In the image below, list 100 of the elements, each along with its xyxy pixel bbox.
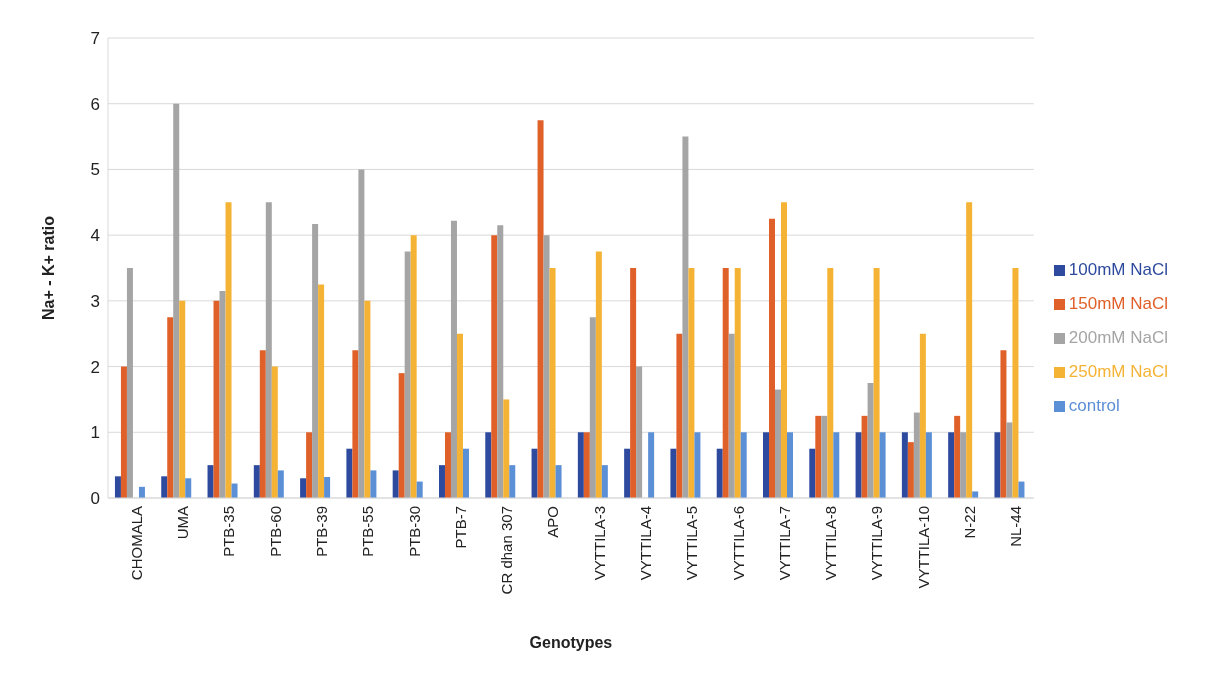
bar xyxy=(537,120,544,498)
bar xyxy=(277,470,284,498)
bar xyxy=(595,251,602,498)
bar xyxy=(948,432,955,498)
bar xyxy=(549,268,556,498)
bar xyxy=(161,476,168,498)
bar xyxy=(259,350,266,498)
bar xyxy=(392,470,399,498)
legend-label: control xyxy=(1068,396,1120,415)
bar xyxy=(960,432,967,498)
legend-label: 150mM NaCl xyxy=(1068,294,1168,313)
y-tick-label: 1 xyxy=(90,423,100,443)
bar xyxy=(901,432,908,498)
y-tick-label: 7 xyxy=(90,29,100,49)
bar xyxy=(444,432,451,498)
bar xyxy=(352,350,359,498)
x-tick-label: APO xyxy=(544,506,562,538)
bar xyxy=(636,366,643,498)
bar xyxy=(873,268,880,498)
x-tick-label: VYTTILA-9 xyxy=(868,506,886,581)
y-tick-label: 4 xyxy=(90,226,100,246)
bar xyxy=(1018,481,1025,498)
bar xyxy=(318,284,325,498)
x-tick-label: PTB-39 xyxy=(312,506,330,557)
bar xyxy=(126,268,133,498)
bar xyxy=(827,268,834,498)
x-tick-label: VYTTILA-8 xyxy=(822,506,840,581)
bar xyxy=(630,268,637,498)
bar xyxy=(601,465,608,498)
bar xyxy=(231,483,238,498)
bar xyxy=(577,432,584,498)
x-tick-label: UMA xyxy=(174,506,192,540)
bar xyxy=(114,476,121,498)
x-tick-label: VYTTILA-5 xyxy=(683,506,701,581)
bar xyxy=(589,317,596,498)
x-tick-label: N-22 xyxy=(961,506,979,539)
y-tick-label: 2 xyxy=(90,357,100,377)
bar xyxy=(509,465,516,498)
bar xyxy=(781,202,787,498)
bar xyxy=(722,268,729,498)
bar xyxy=(300,478,307,498)
bar xyxy=(138,486,145,498)
legend-label: 200mM NaCl xyxy=(1068,328,1168,347)
x-axis-title: Genotypes xyxy=(529,634,613,651)
bar xyxy=(462,448,469,498)
y-tick-label: 0 xyxy=(90,489,100,509)
bar xyxy=(907,442,914,498)
bar xyxy=(763,432,769,498)
bar xyxy=(925,432,932,498)
bar xyxy=(648,432,655,498)
x-tick-label: PTB-7 xyxy=(451,506,469,549)
y-axis-title: Na+ - K+ ratio xyxy=(39,215,57,321)
bar xyxy=(775,389,781,498)
bar xyxy=(769,218,775,498)
legend-label: 250mM NaCl xyxy=(1068,362,1168,381)
x-tick-label: VYTTILA-6 xyxy=(729,506,747,581)
bar xyxy=(855,432,862,498)
bar xyxy=(994,432,1001,498)
bar xyxy=(271,366,278,498)
bar xyxy=(734,268,741,498)
bar xyxy=(728,333,735,498)
bar xyxy=(861,415,868,498)
bar xyxy=(219,291,226,498)
bar xyxy=(358,169,365,498)
bar xyxy=(167,317,174,498)
bar xyxy=(583,432,590,498)
legend-label: 100mM NaCl xyxy=(1068,260,1168,279)
bar xyxy=(555,465,562,498)
bar xyxy=(688,268,695,498)
bar xyxy=(1012,268,1019,498)
x-tick-label: VYTTILA-10 xyxy=(914,506,932,589)
bar xyxy=(913,412,920,498)
bar xyxy=(410,235,417,498)
bar xyxy=(497,225,504,498)
x-tick-label: VYTTILA-7 xyxy=(775,506,793,581)
x-tick-label: CHOMALA xyxy=(127,506,145,581)
bar xyxy=(404,251,411,498)
bar xyxy=(670,448,677,498)
bar xyxy=(370,470,377,498)
bar xyxy=(398,373,405,498)
bar xyxy=(306,432,313,498)
bar xyxy=(966,202,973,498)
x-tick-label: PTB-30 xyxy=(405,506,423,557)
bar xyxy=(185,478,192,498)
x-tick-label: NL-44 xyxy=(1007,506,1025,547)
bar xyxy=(879,432,886,498)
x-tick-label: PTB-60 xyxy=(266,506,284,557)
bar xyxy=(456,333,463,498)
bar xyxy=(1006,422,1013,498)
x-tick-label: VYTTILA-4 xyxy=(636,506,654,581)
bar xyxy=(225,202,232,498)
bar xyxy=(740,432,747,498)
bar xyxy=(676,333,683,498)
x-tick-label: CR dhan 307 xyxy=(498,506,516,595)
bar xyxy=(324,476,331,498)
bar xyxy=(364,300,371,498)
bar xyxy=(265,202,272,498)
bar xyxy=(821,415,828,498)
bar xyxy=(694,432,701,498)
y-tick-label: 6 xyxy=(90,94,100,114)
